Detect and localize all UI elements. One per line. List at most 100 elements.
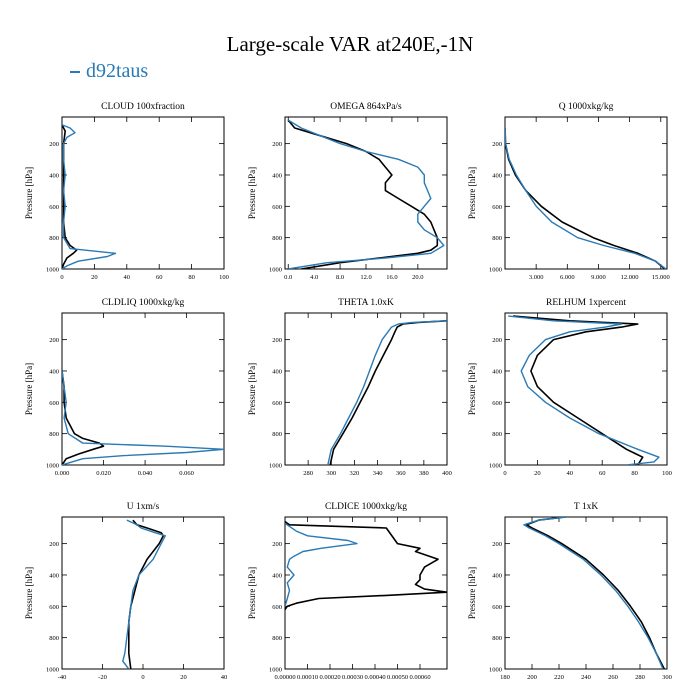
series-line-d92taus [327, 320, 447, 465]
y-tick-label: 200 [492, 141, 502, 148]
legend-label: d92taus [86, 60, 149, 82]
x-tick-label: 300 [662, 674, 672, 681]
x-tick-label: 280 [635, 674, 645, 681]
x-tick-label: 0.00040 [364, 674, 385, 681]
plot-frame [504, 116, 668, 270]
y-tick-label: 1000 [269, 463, 282, 470]
series-line-d92taus [62, 124, 117, 269]
y-axis-label: Pressure [hPa] [247, 363, 257, 415]
x-tick-label: 200 [527, 674, 537, 681]
x-tick-label: 100 [219, 274, 229, 281]
series-line-d92taus [285, 522, 358, 607]
plot-frame [284, 116, 448, 270]
x-tick-label: 300 [326, 470, 336, 477]
series-line-d92taus [508, 315, 660, 465]
x-tick-label: 12.000 [621, 274, 639, 281]
y-tick-label: 400 [492, 572, 502, 579]
y-tick-label: 600 [272, 204, 282, 211]
y-tick-label: 1000 [46, 463, 59, 470]
panel-title: RELHUM 1xpercent [546, 298, 626, 308]
y-tick-label: 1000 [489, 267, 502, 274]
x-tick-label: 180 [500, 674, 510, 681]
x-tick-label: 60 [156, 274, 163, 281]
panel-2: Q 1000xkg/kg Pressure [hPa] 200 400 600 800 10… [467, 102, 670, 281]
y-axis-label: Pressure [hPa] [467, 567, 477, 619]
y-tick-label: 600 [492, 400, 502, 407]
y-tick-label: 400 [49, 368, 59, 375]
y-tick-label: 400 [492, 368, 502, 375]
series-line-black [513, 315, 644, 465]
series-line-black [62, 370, 105, 465]
panel-title: THETA 1.0xK [338, 298, 394, 308]
x-tick-label: 20 [534, 470, 541, 477]
y-axis-label: Pressure [hPa] [467, 363, 477, 415]
series-line-black [285, 521, 447, 610]
plot-frame [504, 312, 668, 466]
x-tick-label: 220 [554, 674, 564, 681]
x-tick-label: 0.00020 [319, 674, 340, 681]
y-axis-label: Pressure [hPa] [247, 567, 257, 619]
y-tick-label: 800 [49, 635, 59, 642]
series-line-black [505, 127, 666, 269]
y-tick-label: 800 [49, 235, 59, 242]
y-tick-label: 200 [49, 337, 59, 344]
panel-title: CLDLIQ 1000xkg/kg [102, 298, 185, 308]
y-tick-label: 400 [272, 572, 282, 579]
y-axis-label: Pressure [hPa] [24, 167, 34, 219]
y-tick-label: 600 [49, 204, 59, 211]
x-tick-label: 0.000 [55, 470, 70, 477]
x-tick-label: 100 [662, 470, 672, 477]
x-tick-label: -40 [58, 674, 67, 681]
y-tick-label: 800 [492, 235, 502, 242]
x-tick-label: 380 [419, 470, 429, 477]
x-tick-label: 6.000 [560, 274, 575, 281]
x-tick-label: 20.0 [412, 274, 423, 281]
y-axis-label: Pressure [hPa] [24, 363, 34, 415]
panel-title: CLOUD 100xfraction [101, 101, 185, 112]
series-line-black [329, 320, 447, 465]
y-tick-label: 800 [272, 431, 282, 438]
y-tick-label: 600 [272, 400, 282, 407]
y-tick-label: 1000 [46, 667, 59, 674]
x-tick-label: 60 [599, 470, 606, 477]
x-tick-label: 360 [396, 470, 406, 477]
y-tick-label: 600 [49, 400, 59, 407]
x-tick-label: 20 [91, 274, 98, 281]
x-tick-label: 15.000 [652, 274, 670, 281]
x-tick-label: 0.0 [284, 274, 292, 281]
series-line-d92taus [62, 370, 224, 465]
y-tick-label: 600 [492, 204, 502, 211]
panel-title: U 1xm/s [127, 502, 160, 512]
y-tick-label: 600 [49, 604, 59, 611]
x-tick-label: 0 [503, 470, 506, 477]
y-tick-label: 1000 [489, 463, 502, 470]
x-tick-label: 3.000 [529, 274, 544, 281]
x-tick-label: 40 [124, 274, 131, 281]
y-tick-label: 200 [492, 337, 502, 344]
x-tick-label: 9.000 [591, 274, 606, 281]
x-tick-label: 20 [180, 674, 187, 681]
legend: d92taus [70, 60, 148, 83]
y-tick-label: 200 [272, 141, 282, 148]
panel-4: THETA 1.0xK Pressure [hPa] 200 400 600 800 100… [247, 298, 452, 477]
y-axis-label: Pressure [hPa] [467, 167, 477, 219]
x-tick-label: 0.00050 [387, 674, 408, 681]
y-tick-label: 400 [492, 172, 502, 179]
y-tick-label: 600 [492, 604, 502, 611]
y-tick-label: 200 [492, 541, 502, 548]
y-tick-label: 800 [492, 635, 502, 642]
x-tick-label: 340 [373, 470, 383, 477]
y-tick-label: 200 [49, 541, 59, 548]
x-tick-label: 4.0 [310, 274, 318, 281]
x-tick-label: 40 [567, 470, 574, 477]
y-tick-label: 400 [49, 572, 59, 579]
panel-3: CLDLIQ 1000xkg/kg Pressure [hPa] 200 400 600… [24, 298, 225, 477]
y-tick-label: 1000 [269, 667, 282, 674]
x-tick-label: 0.020 [96, 470, 111, 477]
series-line-d92taus [505, 127, 667, 269]
